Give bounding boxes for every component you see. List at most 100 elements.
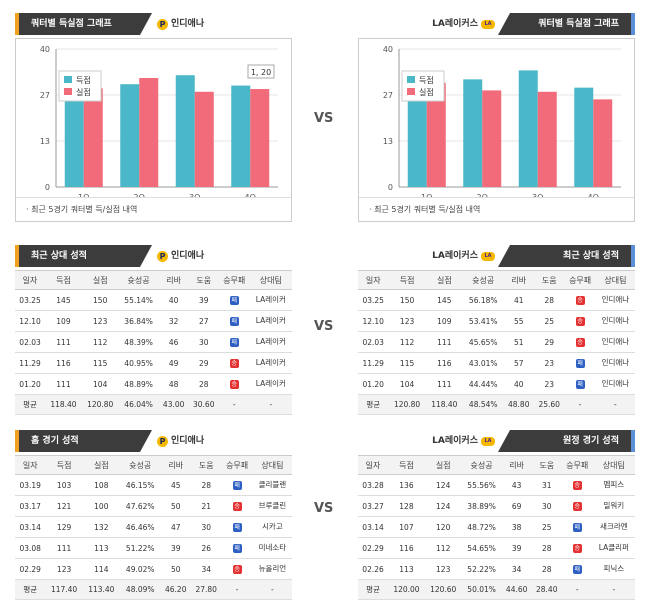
average-cell: 48.09% — [119, 579, 161, 600]
opponent-name[interactable]: 미네소타 — [258, 543, 287, 552]
bar-lost[interactable] — [194, 91, 214, 187]
result-badge: 승 — [229, 380, 239, 389]
average-cell: 120.00 — [388, 579, 425, 600]
y-tick-label: 40 — [383, 45, 393, 54]
stat-cell: 29 — [188, 352, 219, 374]
bar-lost[interactable] — [537, 91, 557, 187]
opponent-cell[interactable]: LA레이커 — [249, 289, 292, 311]
opponent-cell[interactable]: 멤피스 — [592, 474, 635, 496]
column-header: 득점 — [45, 455, 83, 475]
tooltip-text: 1, 20 — [251, 68, 271, 77]
result-cell: 패 — [221, 537, 253, 559]
result-cell: 패 — [564, 373, 596, 395]
stat-cell: 104 — [81, 373, 119, 395]
opponent-name[interactable]: LA레이커 — [255, 295, 286, 304]
stat-cell: 03.19 — [15, 474, 46, 496]
opponent-name[interactable]: LA레이커 — [255, 358, 286, 367]
opponent-name[interactable]: LA레이커 — [255, 316, 286, 325]
lakers-logo-icon: LA — [481, 436, 495, 446]
stat-cell: 150 — [81, 289, 119, 311]
result-cell: 패 — [218, 310, 250, 332]
opponent-name[interactable]: 밀워키 — [603, 501, 625, 510]
column-header: 리바 — [158, 270, 189, 290]
bar-score[interactable] — [407, 84, 427, 187]
opponent-name[interactable]: LA클리퍼 — [598, 543, 629, 552]
bar-lost[interactable] — [426, 82, 446, 187]
opponent-name[interactable]: 뉴올리언 — [258, 564, 287, 573]
stat-cell: 145 — [45, 289, 82, 311]
bar-lost[interactable] — [139, 77, 159, 187]
bar-lost[interactable] — [482, 90, 502, 187]
opponent-name[interactable]: 클리블랜 — [258, 480, 287, 489]
opponent-name[interactable]: 브루클린 — [258, 501, 287, 510]
stat-cell: 46 — [158, 331, 189, 353]
vs-label-3: VS — [314, 501, 334, 516]
section-team: LA레이커스 LA — [432, 430, 495, 452]
opponent-cell[interactable]: LA클리퍼 — [592, 537, 635, 559]
opponent-name[interactable]: 인디애나 — [601, 358, 630, 367]
bar-score[interactable] — [463, 79, 483, 187]
opponent-cell[interactable]: 인디애나 — [595, 331, 635, 353]
opponent-name[interactable]: 멤피스 — [603, 480, 625, 489]
opponent-cell[interactable]: 새크라멘 — [592, 516, 635, 538]
opponent-name[interactable]: 피닉스 — [603, 564, 625, 573]
average-cell: 48.80 — [503, 394, 534, 415]
opponent-name[interactable]: LA레이커 — [255, 379, 286, 388]
opponent-cell[interactable]: 클리블랜 — [252, 474, 292, 496]
stat-cell: 41 — [503, 289, 534, 311]
bar-score[interactable] — [518, 70, 538, 187]
opponent-name[interactable]: 인디애나 — [601, 337, 630, 346]
opponent-name[interactable]: 인디애나 — [601, 316, 630, 325]
result-badge: 패 — [575, 359, 585, 368]
stat-cell: 39 — [501, 537, 532, 559]
average-cell: 평균 — [15, 394, 46, 415]
opponent-cell[interactable]: 브루클린 — [252, 495, 292, 517]
opponent-name[interactable]: 새크라멘 — [600, 522, 628, 531]
result-cell: 패 — [561, 516, 593, 538]
opponent-cell[interactable]: 피닉스 — [592, 558, 635, 580]
opponent-cell[interactable]: LA레이커 — [249, 373, 292, 395]
opponent-cell[interactable]: LA레이커 — [249, 310, 292, 332]
opponent-cell[interactable]: 인디애나 — [595, 310, 635, 332]
opponent-cell[interactable]: 인디애나 — [595, 352, 635, 374]
bar-score[interactable] — [64, 79, 84, 187]
bar-lost[interactable] — [593, 99, 613, 187]
stat-cell: 45.65% — [462, 331, 504, 353]
bar-lost[interactable] — [83, 88, 103, 187]
y-tick-label: 0 — [45, 183, 50, 192]
opponent-cell[interactable]: 시카고 — [252, 516, 292, 538]
stat-cell: 123 — [45, 558, 83, 580]
opponent-name[interactable]: 인디애나 — [601, 295, 630, 304]
column-header: 도움 — [533, 270, 565, 290]
bar-score[interactable] — [175, 75, 195, 187]
result-badge: 패 — [232, 481, 242, 490]
stat-cell: 123 — [424, 558, 462, 580]
stat-cell: 111 — [425, 373, 463, 395]
column-header: 리바 — [160, 455, 191, 475]
result-badge: 승 — [572, 481, 582, 490]
bar-score[interactable] — [120, 84, 140, 187]
opponent-cell[interactable]: LA레이커 — [249, 352, 292, 374]
stat-cell: 120 — [424, 516, 462, 538]
bar-lost[interactable] — [250, 89, 270, 187]
average-cell: - — [564, 394, 596, 415]
bar-score[interactable] — [574, 87, 594, 187]
opponent-name[interactable]: LA레이커 — [255, 337, 286, 346]
opponent-name[interactable]: 인디애나 — [601, 379, 630, 388]
opponent-cell[interactable]: 인디애나 — [595, 289, 635, 311]
opponent-cell[interactable]: 밀워키 — [592, 495, 635, 517]
bar-score[interactable] — [231, 85, 251, 187]
stat-cell: 03.08 — [15, 537, 46, 559]
opponent-name[interactable]: 시카고 — [262, 522, 283, 531]
table-row: 03.25 150 145 56.18% 41 28 승 인디애나 — [358, 289, 635, 311]
record-table: 일자 득점 실점 슛성공 리바 도움 승무패 상대팀 03.25 145 150 55.14% 40 39… — [15, 270, 292, 415]
opponent-cell[interactable]: 뉴올리언 — [252, 558, 292, 580]
opponent-cell[interactable]: 인디애나 — [595, 373, 635, 395]
column-header: 리바 — [503, 270, 534, 290]
result-cell: 패 — [221, 474, 253, 496]
opponent-cell[interactable]: LA레이커 — [249, 331, 292, 353]
opponent-cell[interactable]: 미네소타 — [252, 537, 292, 559]
section-team: P 인디애나 — [157, 245, 204, 267]
table-header-row: 일자 득점 실점 슛성공 리바 도움 승무패 상대팀 — [15, 455, 292, 475]
